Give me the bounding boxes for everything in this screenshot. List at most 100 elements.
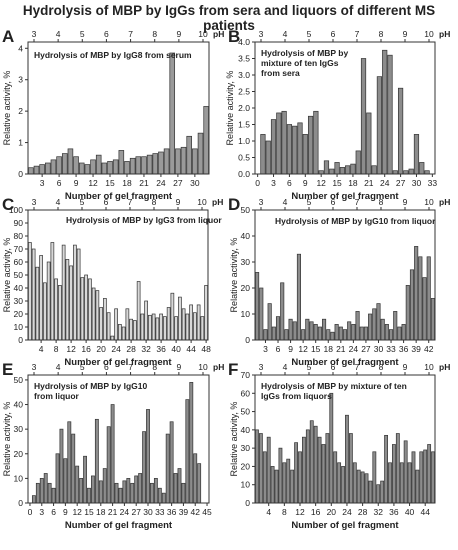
- chart-panel-f: F 4 8 12 16 20 24 28 32 36 40 44 3 4 5 6 7 8 9 10 pH 0 10 20 30 4…: [228, 360, 450, 531]
- bar: [110, 335, 115, 341]
- top-tick-label: 7: [128, 362, 133, 372]
- x-tick-label: 3: [39, 507, 44, 517]
- bar: [376, 484, 381, 504]
- x-tick-label: 24: [349, 344, 359, 354]
- y-tick-label: 1: [18, 138, 23, 148]
- bar: [91, 475, 95, 504]
- bar: [401, 324, 406, 341]
- bar: [296, 253, 301, 341]
- bar: [307, 115, 314, 175]
- x-tick-label: 33: [428, 178, 438, 188]
- x-axis-label: Number of gel fragment: [65, 520, 173, 531]
- y-tick-label: 3.0: [238, 70, 250, 80]
- bar: [270, 466, 275, 504]
- x-tick-label: 30: [190, 178, 200, 188]
- bar: [351, 324, 356, 341]
- bar: [95, 290, 100, 341]
- y-tick-label: 3: [18, 75, 23, 85]
- x-tick-label: 39: [179, 507, 189, 517]
- bar: [65, 259, 70, 341]
- top-axis-label: pH: [439, 362, 450, 372]
- panel-letter: D: [228, 195, 240, 214]
- y-tick-label: 0: [18, 169, 23, 179]
- bar: [382, 49, 388, 175]
- bar: [28, 167, 34, 175]
- y-tick-label: 4: [18, 43, 23, 53]
- x-tick-label: 15: [84, 507, 94, 517]
- bar: [197, 463, 202, 504]
- chart-title: Hydrolysis of MBP by: [261, 48, 348, 58]
- chart-title: Hydrolysis of MBP by IgG8 from serum: [34, 50, 192, 60]
- x-tick-label: 8: [282, 507, 287, 517]
- x-tick-label: 36: [399, 344, 409, 354]
- top-tick-label: 4: [56, 197, 61, 207]
- x-tick-label: 44: [186, 344, 196, 354]
- x-tick-label: 12: [298, 344, 308, 354]
- bar: [334, 162, 340, 175]
- y-axis-label: Relative activity, %: [2, 402, 12, 477]
- bar: [325, 433, 330, 504]
- y-tick-label: 70: [14, 244, 24, 254]
- x-tick-label: 40: [171, 344, 181, 354]
- chart-title: Hydrolysis of MBP by IgG10 from liquor: [275, 216, 436, 226]
- bar: [392, 444, 396, 504]
- bar: [260, 134, 266, 175]
- bar: [54, 278, 58, 341]
- x-tick-label: 12: [66, 344, 76, 354]
- bar: [90, 159, 96, 175]
- bar: [196, 304, 201, 341]
- x-tick-label: 28: [358, 507, 368, 517]
- bar: [124, 161, 130, 175]
- top-axis-label: pH: [439, 29, 450, 39]
- bar: [408, 168, 414, 175]
- bar: [63, 458, 68, 504]
- bar: [180, 146, 187, 175]
- bar: [339, 167, 345, 175]
- x-tick-label: 0: [255, 178, 260, 188]
- bar: [169, 421, 174, 504]
- panel-letter: B: [228, 27, 240, 46]
- top-tick-label: 6: [331, 197, 336, 207]
- x-tick-label: 36: [389, 507, 399, 517]
- x-tick-label: 12: [295, 507, 305, 517]
- top-tick-label: 6: [331, 29, 336, 39]
- x-tick-label: 27: [131, 507, 141, 517]
- bar: [317, 326, 322, 341]
- bar: [46, 261, 51, 341]
- bar: [170, 292, 175, 341]
- bar: [148, 314, 152, 341]
- bar: [259, 287, 264, 341]
- chart-panel-c: C4 8 12 16 20 24 28 32 36 40 44 483 4 5 6 7 8 9 10 pH010203…: [2, 195, 223, 368]
- x-tick-label: 16: [311, 507, 321, 517]
- bar: [31, 248, 36, 341]
- x-tick-label: 6: [276, 344, 281, 354]
- x-tick-label: 33: [386, 344, 396, 354]
- bar: [342, 329, 348, 341]
- bar: [144, 300, 148, 341]
- bar: [294, 442, 298, 504]
- bar: [399, 462, 404, 504]
- bar: [372, 308, 377, 341]
- bar: [146, 409, 150, 504]
- bar: [197, 132, 204, 175]
- bar: [389, 329, 394, 341]
- bar: [411, 451, 416, 504]
- x-tick-label: 3: [271, 178, 276, 188]
- chart-title: IgGs from liquors: [261, 391, 332, 401]
- bar: [278, 447, 283, 504]
- bar: [102, 468, 107, 504]
- top-tick-label: 4: [56, 362, 61, 372]
- y-tick-label: 0: [245, 335, 250, 345]
- bar: [302, 134, 308, 175]
- top-tick-label: 4: [283, 29, 288, 39]
- bar: [175, 148, 181, 175]
- x-tick-label: 18: [348, 178, 358, 188]
- top-tick-label: 3: [32, 29, 37, 39]
- bar: [153, 478, 158, 504]
- x-tick-label: 48: [201, 344, 211, 354]
- x-tick-label: 24: [342, 507, 352, 517]
- bar: [129, 318, 133, 341]
- x-tick-label: 21: [139, 178, 149, 188]
- bar: [333, 451, 338, 504]
